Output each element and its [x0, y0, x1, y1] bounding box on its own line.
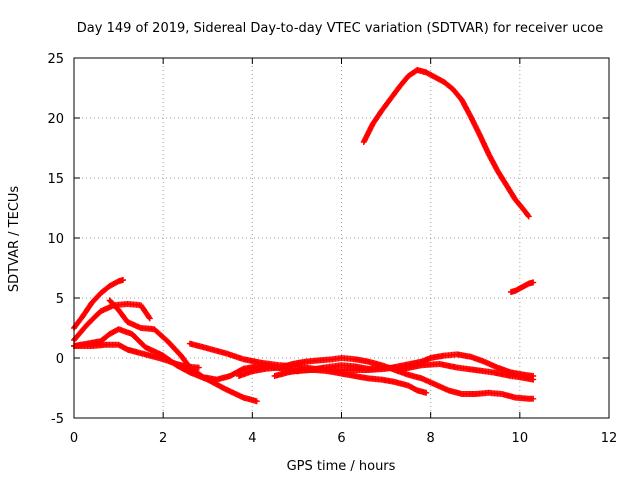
- y-axis-label: SDTVAR / TECUs: [7, 186, 22, 293]
- data-point: [145, 314, 152, 321]
- series-arc-8: [271, 367, 430, 396]
- y-tick-label: 25: [47, 52, 64, 67]
- series-arc-7: [235, 355, 537, 402]
- data-point: [195, 364, 202, 371]
- data-point: [146, 315, 153, 322]
- data-point: [120, 277, 127, 283]
- x-tick-label: 6: [337, 431, 345, 446]
- axis-ticks: 0 2 4 6 8 10 12 -5 0 5 10 15 20 25: [47, 52, 617, 446]
- data-point: [253, 398, 260, 405]
- series-arc-2: [71, 301, 153, 343]
- x-tick-label: 12: [601, 431, 618, 446]
- data-point: [525, 213, 532, 220]
- data-point: [530, 373, 537, 379]
- y-tick-label: 10: [47, 232, 64, 247]
- data-marks: [71, 67, 537, 405]
- data-point: [524, 212, 531, 219]
- series-arc-9: [360, 67, 532, 220]
- series-arc-5: [71, 341, 202, 371]
- y-tick-label: -5: [51, 412, 64, 427]
- x-axis-label: GPS time / hours: [287, 459, 396, 474]
- x-tick-label: 0: [70, 431, 78, 446]
- y-tick-label: 15: [47, 172, 64, 187]
- series-arc-10: [507, 279, 537, 295]
- x-tick-label: 2: [159, 431, 167, 446]
- y-tick-label: 0: [56, 352, 64, 367]
- chart-title: Day 149 of 2019, Sidereal Day-to-day VTE…: [77, 21, 603, 36]
- x-tick-label: 8: [427, 431, 435, 446]
- data-point: [530, 395, 537, 402]
- y-tick-label: 20: [47, 112, 64, 127]
- series-arc-1: [71, 277, 127, 331]
- plot-frame: [73, 57, 610, 419]
- data-point: [530, 279, 537, 286]
- data-point: [423, 389, 430, 396]
- x-tick-label: 10: [512, 431, 529, 446]
- x-tick-label: 4: [248, 431, 256, 446]
- y-tick-label: 5: [56, 292, 64, 307]
